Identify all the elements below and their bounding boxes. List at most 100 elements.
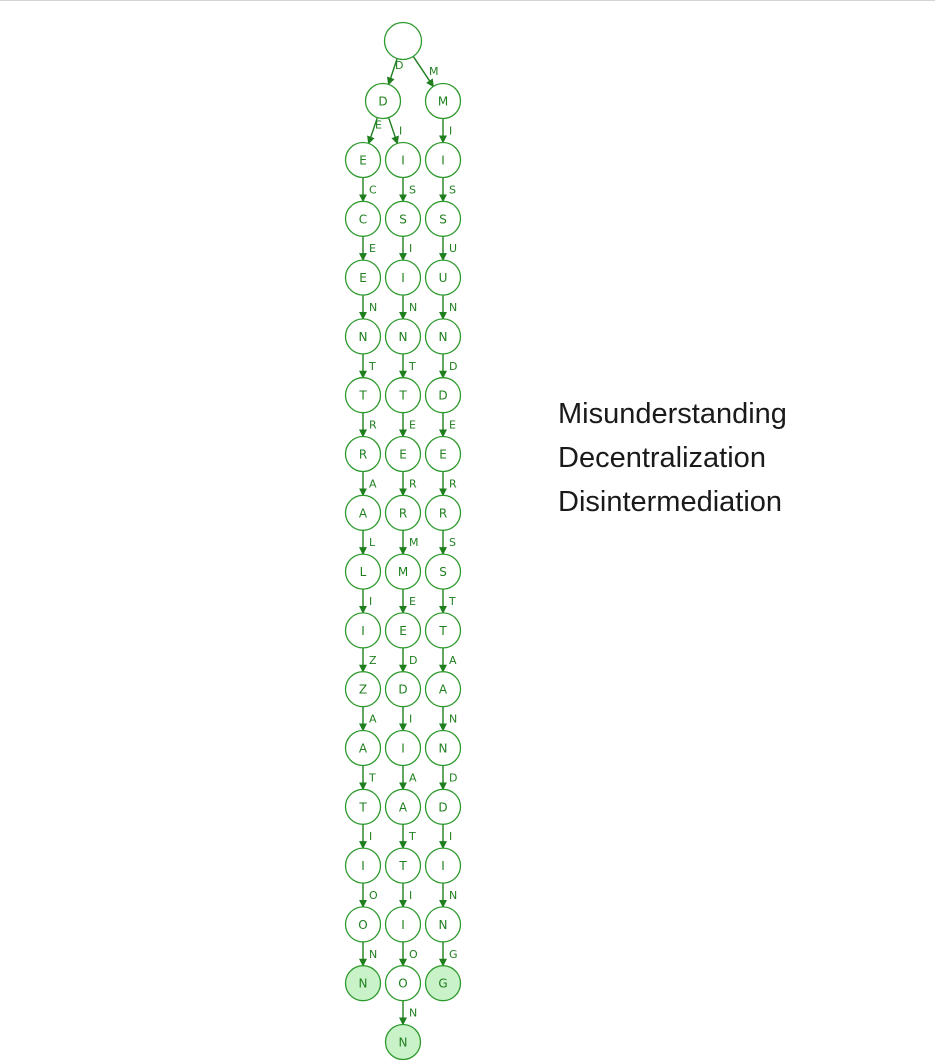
trie-node-letter: R (399, 506, 407, 520)
word-disintermediation: Disintermediation (558, 486, 783, 518)
trie-node: T (384, 377, 422, 414)
trie-edge-label: A (369, 477, 377, 490)
trie-edge-label: E (375, 119, 382, 132)
trie-node: E (424, 435, 462, 473)
trie-node: D (424, 788, 462, 825)
trie-node-letter: U (439, 271, 448, 285)
trie-node: R (424, 494, 462, 531)
trie-node: A (424, 671, 462, 708)
trie-edge-label: Z (369, 654, 377, 667)
trie-edge-label: N (449, 713, 457, 726)
trie-edge-label: N (409, 301, 417, 314)
trie-node: T (344, 377, 382, 414)
trie-edge-label: D (449, 360, 457, 373)
trie-edge-label: T (408, 360, 416, 373)
trie-edge-label: T (448, 595, 456, 608)
trie-edge-label: R (449, 477, 457, 490)
trie-node-letter: R (439, 506, 447, 520)
trie-node: N (424, 318, 462, 355)
trie-edge-label: N (409, 1007, 417, 1020)
trie-node: E (344, 259, 382, 296)
trie-edge-label: O (369, 889, 378, 902)
word-list: Misunderstanding Decentralization Disint… (558, 392, 787, 524)
trie-edge-label: A (409, 771, 417, 784)
trie-node: M (384, 553, 422, 590)
trie-terminal-node: G (424, 965, 462, 1002)
trie-node: N (424, 906, 462, 943)
trie-node-letter: A (359, 742, 368, 756)
trie-edge-label: T (368, 771, 376, 784)
trie-edge-di (387, 117, 399, 145)
trie-node-letter: D (398, 683, 407, 697)
trie-node-letter: N (399, 330, 408, 344)
trie-node-letter: G (438, 977, 447, 991)
trie-edge-label: N (369, 301, 377, 314)
trie-node: C (344, 200, 382, 237)
trie-edge-label: R (409, 477, 417, 490)
trie-node-letter: N (439, 918, 448, 932)
trie-edge-d (386, 57, 399, 86)
trie-node: U (424, 259, 462, 296)
trie-edge-label: E (409, 595, 416, 608)
trie-node-letter: E (439, 448, 447, 462)
trie-node: S (424, 200, 462, 237)
trie-edge-label: U (449, 242, 457, 255)
trie-node: R (344, 435, 382, 473)
trie-node: D (384, 671, 422, 708)
trie-node-letter: I (401, 154, 405, 168)
trie-edge-label: N (449, 889, 457, 902)
trie-node-letter: S (439, 212, 447, 226)
trie-node: T (424, 612, 462, 649)
trie-node: I (424, 847, 462, 884)
trie-node-letter: E (359, 271, 367, 285)
trie-node-letter: N (359, 330, 368, 344)
trie-node: O (344, 906, 382, 943)
trie-node-letter: I (441, 154, 445, 168)
trie-node-letter: D (438, 389, 447, 403)
trie-edge-label: I (409, 889, 412, 902)
trie-node-letter: S (439, 565, 447, 579)
trie-edge-de (367, 117, 379, 145)
trie-node-letter: I (401, 742, 405, 756)
trie-node: M (424, 82, 462, 120)
trie-edge-label: A (369, 713, 377, 726)
trie-node: I (344, 847, 382, 884)
trie-edge-label: E (449, 419, 456, 432)
trie-edge-label: N (369, 948, 377, 961)
trie-edge-label: E (369, 242, 376, 255)
trie-node: L (344, 553, 382, 590)
trie-node-letter: T (398, 389, 407, 403)
trie-edge-label: I (369, 595, 372, 608)
trie-node: T (384, 847, 422, 884)
trie-edge-label: I (399, 125, 402, 138)
trie-node-letter: N (439, 742, 448, 756)
trie-node-letter: Z (359, 683, 367, 697)
trie-node-letter: O (398, 977, 407, 991)
trie-node-letter: R (359, 448, 367, 462)
trie-node-letter: I (401, 271, 405, 285)
trie-node-letter: A (359, 506, 368, 520)
trie-edge-label: S (409, 183, 416, 196)
trie-node-letter: N (399, 1036, 408, 1050)
trie-node-letter: E (399, 624, 407, 638)
word-misunderstanding: Misunderstanding (558, 398, 787, 430)
trie-edge-label: S (449, 536, 456, 549)
trie-node: N (424, 729, 462, 767)
trie-edge-label: D (449, 771, 457, 784)
trie-edge-label: T (408, 830, 416, 843)
trie-edge-label: C (369, 183, 377, 196)
trie-node-letter: O (358, 918, 367, 932)
trie-node-letter: T (398, 859, 407, 873)
trie-node: D (424, 377, 462, 414)
trie-edge-label: L (369, 536, 376, 549)
trie-node: T (344, 788, 382, 825)
trie-node-letter: N (359, 977, 368, 991)
top-border (0, 0, 935, 1)
word-decentralization: Decentralization (558, 442, 766, 474)
trie-edge-label: S (449, 183, 456, 196)
trie-node: S (384, 200, 422, 237)
trie-node-letter: I (441, 859, 445, 873)
trie-node-letter: T (438, 624, 447, 638)
trie-edge-label: T (368, 360, 376, 373)
